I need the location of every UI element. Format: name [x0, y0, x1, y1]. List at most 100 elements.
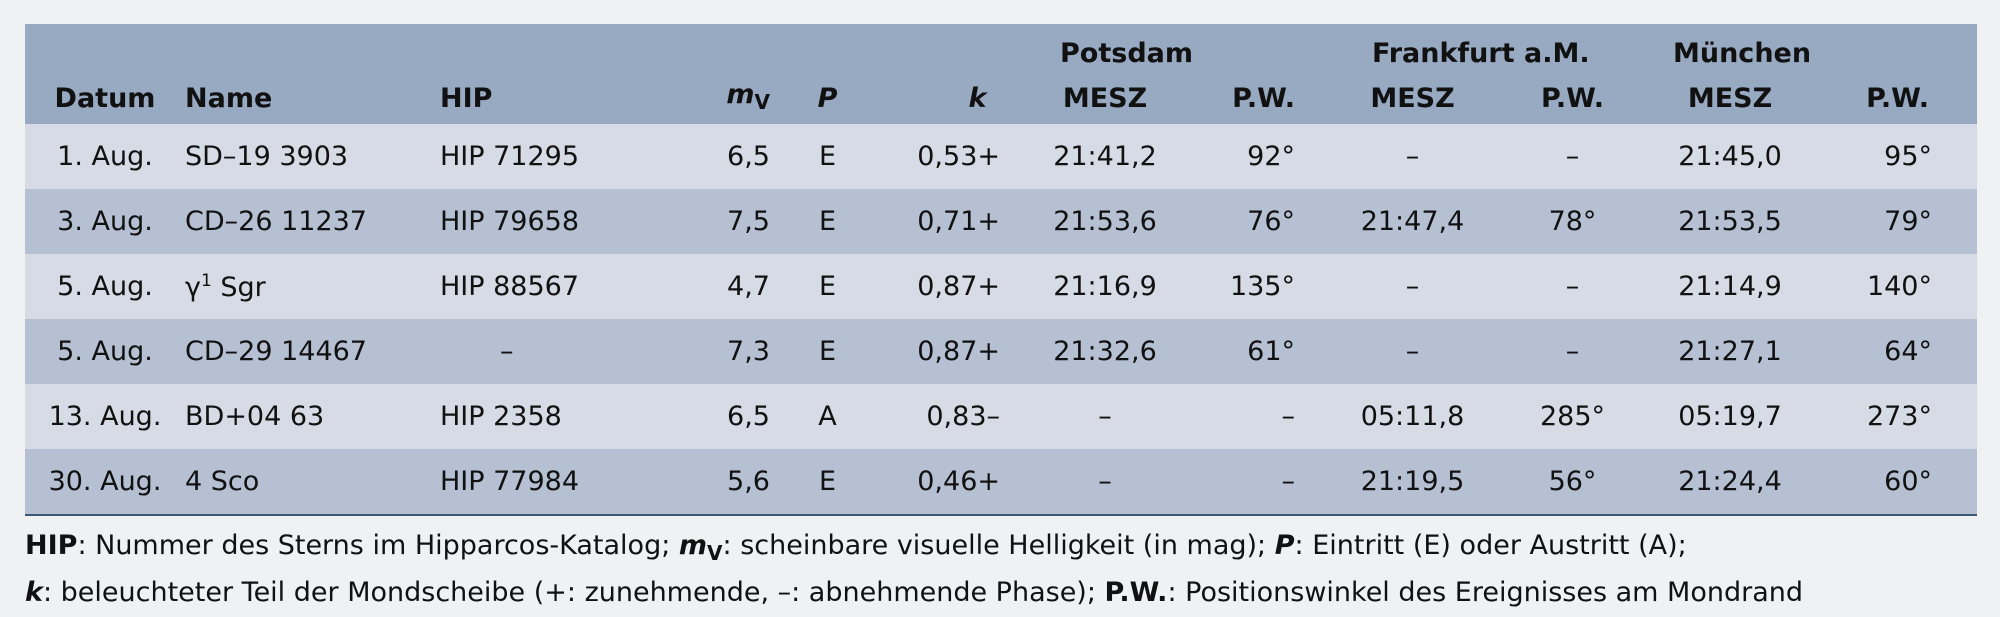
cell-muenchen-pw: 60° [1820, 449, 1977, 516]
cell-potsdam-pw: 135° [1229, 271, 1295, 302]
cell-frankfurt-pw: 285° [1539, 401, 1606, 432]
cell-hip: HIP 2358 [440, 401, 562, 432]
footnote-term-mv: mV [678, 530, 723, 565]
cell-muenchen-pw: 64° [1884, 336, 1932, 367]
cell-name: 4 Sco [185, 449, 440, 516]
cell-mv: 6,5 [727, 141, 770, 172]
table-row: 5. Aug. γ1 Sgr HIP 88567 4,7 E 0,87+ 21:… [25, 254, 1977, 319]
table-header: Datum Name HIP mV P k Potsdam MESZ P.W. … [25, 24, 1977, 124]
cell-frankfurt-pw: 56° [1505, 449, 1640, 516]
header-potsdam-pw: P.W. [1232, 83, 1295, 114]
cell-hip: HIP 79658 [440, 206, 580, 237]
cell-hip: – [500, 336, 514, 367]
header-name: Name [185, 83, 273, 114]
cell-mv: 7,5 [727, 206, 770, 237]
occultation-table: Datum Name HIP mV P k Potsdam MESZ P.W. … [25, 24, 1977, 516]
cell-frankfurt-pw: – [1565, 271, 1580, 302]
cell-p: E [780, 449, 875, 516]
cell-name: γ1 Sgr [185, 270, 266, 303]
cell-frankfurt-pw: – [1565, 141, 1580, 172]
cell-mv: 7,3 [727, 336, 770, 367]
cell-p: E [818, 336, 837, 367]
cell-k: 0,87+ [917, 271, 1000, 302]
cell-potsdam-mesz: 21:32,6 [1053, 336, 1157, 367]
cell-frankfurt-mesz: – [1405, 141, 1420, 172]
header-k: k [968, 83, 987, 114]
cell-muenchen-pw: 273° [1866, 401, 1932, 432]
cell-muenchen-pw: 140° [1866, 271, 1932, 302]
footnote-term-hip: HIP [25, 530, 78, 561]
cell-frankfurt-mesz: 21:19,5 [1320, 449, 1505, 516]
cell-p: E [818, 141, 837, 172]
header-muenchen-pw: P.W. [1866, 83, 1929, 114]
cell-muenchen-mesz: 21:53,5 [1678, 206, 1782, 237]
footnote-text-p: : Eintritt (E) oder Austritt (A); [1294, 530, 1687, 561]
header-datum: Datum [54, 83, 156, 114]
table-body: 1. Aug. SD–19 3903 HIP 71295 6,5 E 0,53+… [25, 124, 1977, 516]
header-frankfurt-pw: P.W. [1541, 83, 1604, 114]
cell-frankfurt-mesz: – [1405, 336, 1420, 367]
cell-datum: 5. Aug. [57, 336, 153, 367]
table-footnote: HIP: Nummer des Sterns im Hipparcos-Kata… [25, 526, 1975, 613]
table-row: 3. Aug. CD–26 11237 HIP 79658 7,5 E 0,71… [25, 189, 1977, 254]
cell-k: 0,71+ [917, 206, 1000, 237]
cell-mv: 4,7 [727, 271, 770, 302]
footnote-text-pw: : Positionswinkel des Ereignisses am Mon… [1167, 577, 1804, 608]
footnote-term-p: P [1274, 530, 1295, 561]
cell-muenchen-mesz: 21:24,4 [1640, 449, 1820, 516]
cell-datum: 5. Aug. [57, 271, 153, 302]
footnote-text-mv: : scheinbare visuelle Helligkeit (in mag… [722, 530, 1275, 561]
cell-potsdam-mesz: 21:16,9 [1053, 271, 1157, 302]
cell-hip: HIP 77984 [440, 449, 675, 516]
cell-potsdam-mesz: 21:53,6 [1053, 206, 1157, 237]
header-frankfurt: Frankfurt a.M. [1372, 38, 1590, 69]
cell-potsdam-pw: 92° [1247, 141, 1295, 172]
cell-k: 0,53+ [917, 141, 1000, 172]
cell-frankfurt-pw: – [1565, 336, 1580, 367]
cell-potsdam-mesz: 21:41,2 [1053, 141, 1157, 172]
cell-p: E [818, 271, 837, 302]
cell-p: A [818, 401, 837, 432]
header-frankfurt-mesz: Frankfurt a.M. MESZ [1370, 38, 1590, 114]
footnote-line-1: HIP: Nummer des Sterns im Hipparcos-Kata… [25, 526, 1975, 573]
header-p: P [817, 83, 838, 114]
cell-muenchen-pw: 79° [1884, 206, 1932, 237]
header-muenchen-mesz: München MESZ [1673, 38, 1812, 114]
cell-muenchen-mesz: 21:14,9 [1678, 271, 1782, 302]
cell-name: CD–26 11237 [185, 206, 367, 237]
footnote-term-pw: P.W. [1104, 577, 1168, 608]
header-potsdam-mesz: Potsdam MESZ [1060, 38, 1193, 114]
cell-potsdam-pw: 76° [1247, 206, 1295, 237]
cell-mv: 5,6 [675, 449, 780, 516]
occultation-table-container: Datum Name HIP mV P k Potsdam MESZ P.W. … [25, 24, 1977, 516]
table-row: 30. Aug. 4 Sco HIP 77984 5,6 E 0,46+ – –… [25, 449, 1977, 516]
cell-k: 0,46+ [875, 449, 1020, 516]
footnote-text-hip: : Nummer des Sterns im Hipparcos-Katalog… [77, 530, 679, 561]
cell-frankfurt-pw: 78° [1548, 206, 1597, 237]
cell-datum: 30. Aug. [25, 449, 185, 516]
cell-potsdam-pw: 61° [1247, 336, 1295, 367]
cell-p: E [818, 206, 837, 237]
cell-datum: 3. Aug. [57, 206, 153, 237]
cell-frankfurt-mesz: 21:47,4 [1360, 206, 1465, 237]
cell-k: 0,83– [926, 401, 1000, 432]
cell-potsdam-mesz: – [1098, 401, 1112, 432]
cell-potsdam-pw: – [1190, 449, 1320, 516]
footnote-text-k: : beleuchteter Teil der Mondscheibe (+: … [42, 577, 1105, 608]
header-muenchen: München [1673, 38, 1812, 69]
cell-muenchen-mesz: 05:19,7 [1678, 401, 1782, 432]
header-mv: mV [726, 79, 770, 114]
cell-potsdam-pw: – [1281, 401, 1296, 432]
cell-hip: HIP 88567 [440, 271, 580, 302]
cell-hip: HIP 71295 [440, 141, 580, 172]
cell-muenchen-pw: 95° [1884, 141, 1932, 172]
cell-datum: 1. Aug. [57, 141, 153, 172]
table-row: 1. Aug. SD–19 3903 HIP 71295 6,5 E 0,53+… [25, 124, 1977, 189]
cell-muenchen-mesz: 21:45,0 [1678, 141, 1782, 172]
header-potsdam: Potsdam [1060, 38, 1193, 69]
cell-k: 0,87+ [917, 336, 1000, 367]
footnote-term-k: k [25, 577, 43, 608]
cell-name: SD–19 3903 [185, 141, 349, 172]
cell-frankfurt-mesz: – [1405, 271, 1420, 302]
table-row: 5. Aug. CD–29 14467 – 7,3 E 0,87+ 21:32,… [25, 319, 1977, 384]
